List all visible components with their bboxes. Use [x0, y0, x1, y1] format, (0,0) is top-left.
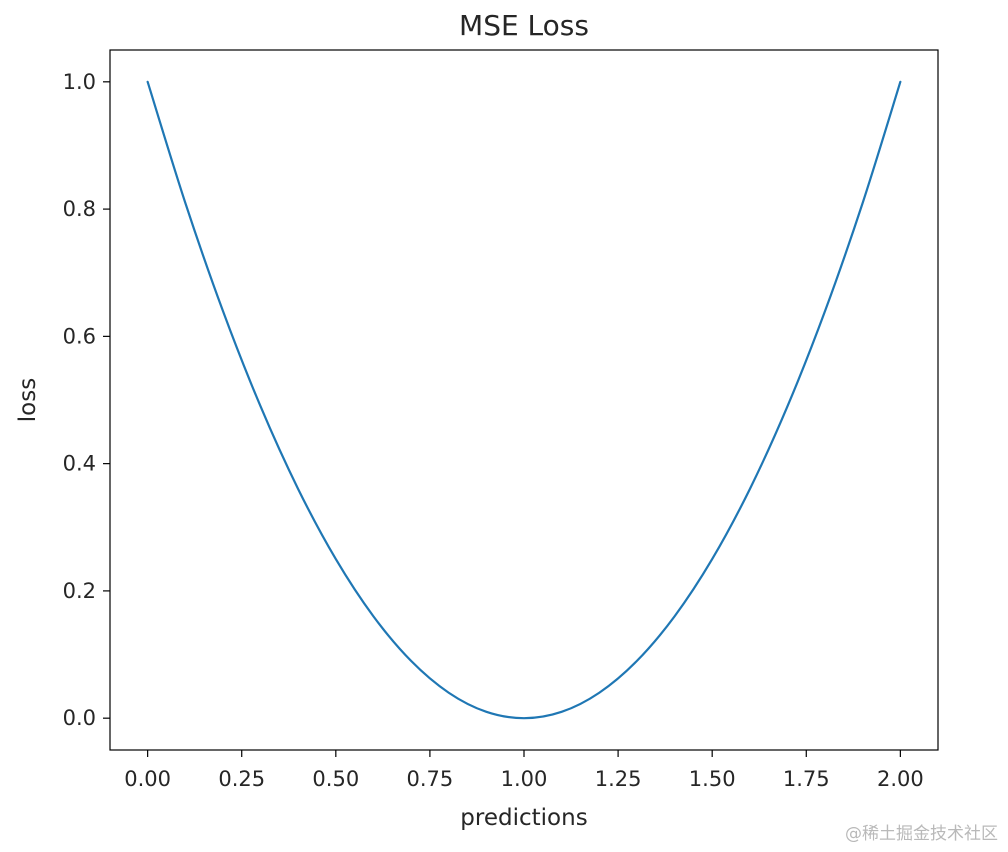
x-tick-label: 1.75 [783, 767, 830, 791]
x-tick-label: 1.25 [595, 767, 642, 791]
y-tick-label: 0.8 [63, 197, 96, 221]
series-line-mse-loss [146, 80, 902, 720]
y-tick-label: 0.6 [63, 324, 96, 348]
x-tick-label: 0.75 [407, 767, 454, 791]
chart-title: MSE Loss [459, 9, 589, 42]
watermark: @稀土掘金技术社区 [845, 824, 998, 844]
x-tick-label: 1.00 [501, 767, 548, 791]
plot-frame [109, 49, 939, 751]
x-tick-label: 1.50 [689, 767, 736, 791]
x-tick-label: 2.00 [877, 767, 924, 791]
y-tick-label: 0.0 [63, 706, 96, 730]
x-axis: 0.00 0.25 0.50 0.75 1.00 1.25 1.50 1.75 2.00 [124, 750, 924, 791]
y-tick-label: 0.4 [63, 452, 96, 476]
x-tick-label: 0.50 [312, 767, 359, 791]
x-tick-label: 0.25 [218, 767, 265, 791]
x-tick-label: 0.00 [124, 767, 171, 791]
y-axis: 0.0 0.2 0.4 0.6 0.8 1.0 [63, 70, 110, 730]
y-tick-label: 1.0 [63, 70, 96, 94]
x-axis-label: predictions [460, 805, 587, 831]
y-tick-label: 0.2 [63, 579, 96, 603]
y-axis-label: loss [15, 378, 41, 422]
